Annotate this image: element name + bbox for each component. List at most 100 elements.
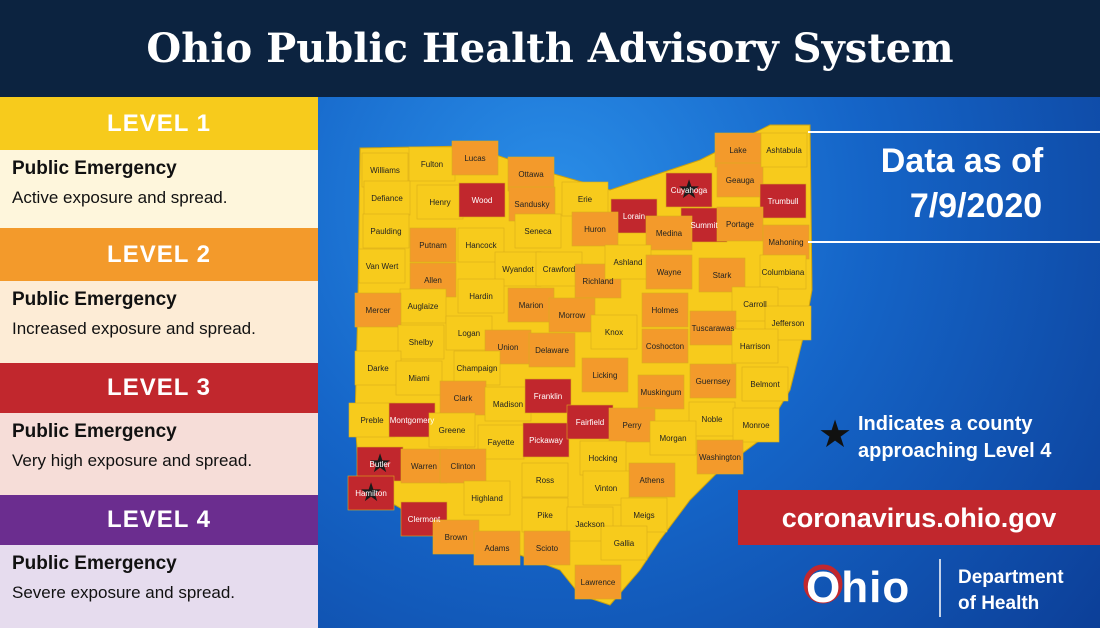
county-label: Highland <box>471 494 503 503</box>
county <box>428 412 476 448</box>
county-label: Licking <box>593 371 618 380</box>
county-label: Butler <box>370 460 391 469</box>
county <box>649 420 697 456</box>
county-label: Marion <box>519 301 543 310</box>
county <box>507 287 555 323</box>
county-label: Franklin <box>534 392 562 401</box>
county-label: Auglaize <box>408 302 439 311</box>
county-label: Sandusky <box>514 200 549 209</box>
county-label: Summit <box>690 221 718 230</box>
county-label: Lorain <box>623 212 645 221</box>
level-label: LEVEL 2 <box>0 228 318 281</box>
county <box>451 140 499 176</box>
level-body: Public Emergency Active exposure and spre… <box>0 150 318 228</box>
county-label: Medina <box>656 229 683 238</box>
county-label: Clinton <box>451 462 476 471</box>
county-label: Clark <box>454 394 474 403</box>
county <box>759 183 807 219</box>
county-label: Hamilton <box>355 489 387 498</box>
department: Department <box>958 567 1064 588</box>
county-label: Pike <box>537 511 553 520</box>
county <box>548 297 596 333</box>
map: Williams Fulton Lucas Ottawa Defiance Henry Wo… <box>347 124 1100 617</box>
county <box>604 244 652 280</box>
star-marker: ★ <box>677 174 700 204</box>
county-label: Belmont <box>750 380 780 389</box>
county <box>524 378 572 414</box>
level-heading: Public Emergency <box>12 421 177 442</box>
county-label: Perry <box>622 421 641 430</box>
county-label: Scioto <box>536 544 559 553</box>
legend-panel: LEVEL 1 Public Emergency Active exposure a… <box>0 97 318 628</box>
county-label: Adams <box>485 544 510 553</box>
county-label: Cuyahoga <box>671 186 708 195</box>
county-label: Harrison <box>740 342 770 351</box>
county-label: Clermont <box>408 515 441 524</box>
county <box>397 324 445 360</box>
county-label: Wood <box>472 196 493 205</box>
county-label: Ross <box>536 476 554 485</box>
county-label: Defiance <box>371 194 403 203</box>
county <box>579 440 627 476</box>
star-marker: ★ <box>359 477 382 507</box>
county <box>582 470 630 506</box>
county <box>458 182 506 218</box>
county-label: Seneca <box>524 227 552 236</box>
county <box>688 401 736 437</box>
level-label: LEVEL 4 <box>0 495 318 545</box>
county <box>439 448 487 484</box>
county <box>522 422 570 458</box>
county <box>641 328 689 364</box>
county-label: Portage <box>726 220 755 229</box>
county-label: Mahoning <box>768 238 803 247</box>
county-label: Miami <box>408 374 430 383</box>
level-description: Severe exposure and spread. <box>12 583 236 602</box>
county <box>716 206 764 242</box>
county <box>358 248 406 284</box>
county-label: Greene <box>439 426 466 435</box>
county <box>416 184 464 220</box>
county <box>362 213 410 249</box>
county <box>457 278 505 314</box>
county-label: Muskingum <box>641 388 682 397</box>
county-label: Erie <box>578 195 593 204</box>
county <box>645 215 693 251</box>
county <box>689 363 737 399</box>
county <box>762 224 810 260</box>
county-label: Fayette <box>488 438 515 447</box>
county <box>453 350 501 386</box>
county <box>696 439 744 475</box>
county <box>463 480 511 516</box>
county-label: Hardin <box>469 292 493 301</box>
county-label: Carroll <box>743 300 767 309</box>
county <box>507 156 555 192</box>
county <box>347 475 395 511</box>
department: of Health <box>958 593 1039 614</box>
county-label: Fairfield <box>576 418 604 427</box>
county-label: Warren <box>411 462 437 471</box>
county <box>445 315 493 351</box>
county-label: Stark <box>713 271 733 280</box>
county-label: Huron <box>584 225 606 234</box>
level-body: Public Emergency Increased exposure and s… <box>0 281 318 363</box>
county <box>523 530 571 566</box>
county-label: Trumbull <box>768 197 799 206</box>
county-label: Hancock <box>465 241 497 250</box>
county <box>645 254 693 290</box>
county <box>764 305 812 341</box>
level-label: LEVEL 1 <box>0 97 318 150</box>
county <box>408 146 456 182</box>
website-box <box>738 490 1100 545</box>
county-label: Union <box>498 343 519 352</box>
county-label: Allen <box>424 276 442 285</box>
logo-wordmark: Ohio <box>806 563 910 612</box>
county-label: Gallia <box>614 539 635 548</box>
county-label: Delaware <box>535 346 569 355</box>
title-bar: Ohio Public Health Advisory System <box>0 0 1100 97</box>
county <box>473 530 521 566</box>
county-label: Fulton <box>421 160 443 169</box>
county-label: Columbiana <box>762 268 805 277</box>
county-label: Logan <box>458 329 480 338</box>
county <box>628 462 676 498</box>
county-label: Lawrence <box>581 578 616 587</box>
